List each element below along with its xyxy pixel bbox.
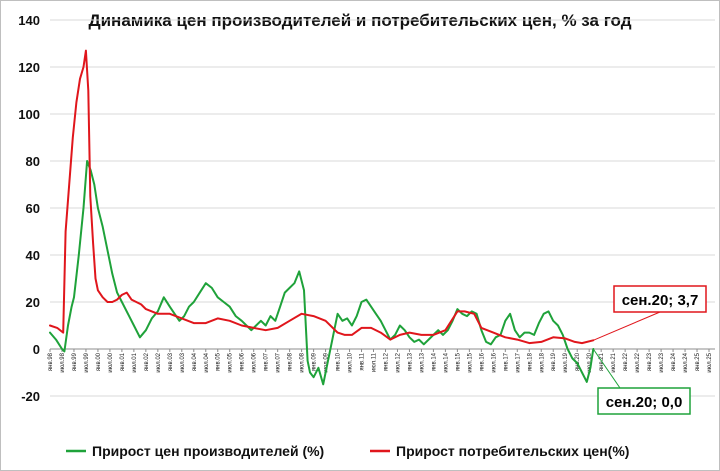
x-tick-label: июл.02 xyxy=(156,352,162,372)
y-tick-label: 120 xyxy=(18,60,40,75)
series-line-cpi xyxy=(49,49,595,345)
x-tick-label: янв.16 xyxy=(479,352,485,371)
x-tick-label: июл.08 xyxy=(300,352,306,372)
callouts: сен.20; 3,7 сен.20; 0,0 xyxy=(592,285,707,415)
x-tick-label: янв.08 xyxy=(288,352,294,371)
x-tick-label: июл.19 xyxy=(563,352,569,372)
legend-label-ppi: Прирост цен производителей (%) xyxy=(92,443,324,459)
x-tick-label: июл.01 xyxy=(132,352,138,372)
x-tick-label: янв.18 xyxy=(527,352,533,371)
x-tick-label: янв.14 xyxy=(431,352,437,371)
x-tick-label: янв.03 xyxy=(168,352,174,371)
x-tick-label: янв.99 xyxy=(72,352,78,371)
x-tick-label: янв.20 xyxy=(575,352,581,371)
x-tick-label: янв.24 xyxy=(671,352,677,371)
x-tick-label: июл.99 xyxy=(84,352,90,372)
x-tick-label: янв.22 xyxy=(623,352,629,371)
x-tick-label: июл.18 xyxy=(539,352,545,372)
callout-box-ppi xyxy=(597,387,691,415)
y-tick-label: 0 xyxy=(33,342,40,357)
x-tick-label: янв.07 xyxy=(264,352,270,371)
callout-label-ppi: сен.20; 0,0 xyxy=(606,394,683,411)
y-axis-ticks: -20 0 20 40 60 80 100 120 140 xyxy=(18,13,40,404)
x-tick-label: июл.07 xyxy=(276,352,282,372)
x-tick-label: янв.02 xyxy=(144,352,150,371)
x-tick-label: июл.12 xyxy=(395,352,401,372)
x-tick-label: июл.10 xyxy=(348,352,354,372)
y-tick-label: 20 xyxy=(26,295,40,310)
x-tick-label: июл.22 xyxy=(635,352,641,372)
x-tick-label: июл.11 xyxy=(372,352,378,372)
x-tick-label: янв.00 xyxy=(96,352,102,371)
x-tick-label: янв.01 xyxy=(120,352,126,371)
x-tick-label: янв.98 xyxy=(48,352,54,371)
y-tick-label: 60 xyxy=(26,201,40,216)
x-tick-label: июл.14 xyxy=(443,352,449,372)
x-tick-label: янв.13 xyxy=(407,352,413,371)
x-tick-label: июл.21 xyxy=(611,352,617,372)
x-tick-label: июл.06 xyxy=(252,352,258,372)
x-tick-label: янв.09 xyxy=(312,352,318,371)
legend: Прирост цен производителей (%) Прирост п… xyxy=(66,443,629,459)
x-tick-label: июл.25 xyxy=(707,352,713,372)
x-tick-label: июл.98 xyxy=(60,352,66,372)
y-tick-label: 140 xyxy=(18,13,40,28)
x-tick-label: июл.04 xyxy=(204,352,210,372)
y-tick-label: 100 xyxy=(18,107,40,122)
x-tick-label: июл.20 xyxy=(587,352,593,372)
series-line-ppi xyxy=(49,160,595,386)
x-tick-label: янв.15 xyxy=(455,352,461,371)
x-tick-label: янв.12 xyxy=(383,352,389,371)
x-tick-label: июл.13 xyxy=(419,352,425,372)
x-tick-label: июл.03 xyxy=(180,352,186,372)
y-tick-label: 40 xyxy=(26,248,40,263)
callout-label-cpi: сен.20; 3,7 xyxy=(622,292,699,309)
x-tick-label: янв.10 xyxy=(336,352,342,371)
x-tick-label: янв.11 xyxy=(360,352,366,370)
x-tick-label: янв.04 xyxy=(192,352,198,371)
x-tick-label: июл.16 xyxy=(491,352,497,372)
grid-lines xyxy=(50,19,715,397)
x-tick-label: июл.09 xyxy=(324,352,330,372)
y-tick-label: -20 xyxy=(21,389,40,404)
x-tick-label: июл.00 xyxy=(108,352,114,372)
x-axis-ticks: янв.98 июл.98 янв.99 июл.99 янв.00 июл.00 янв.… xyxy=(48,349,713,373)
legend-label-cpi: Прирост потребительских цен(%) xyxy=(396,443,629,459)
callout-leader-ppi xyxy=(592,348,621,389)
callout-box-cpi xyxy=(613,285,707,313)
x-tick-label: июл.15 xyxy=(467,352,473,372)
x-tick-label: июл.05 xyxy=(228,352,234,372)
x-tick-label: янв.25 xyxy=(695,352,701,371)
x-tick-label: янв.06 xyxy=(240,352,246,371)
x-tick-label: янв.05 xyxy=(216,352,222,371)
x-tick-label: янв.17 xyxy=(503,352,509,371)
x-tick-label: янв.19 xyxy=(551,352,557,371)
y-tick-label: 80 xyxy=(26,154,40,169)
x-tick-label: июл.17 xyxy=(515,352,521,372)
callout-leader-cpi xyxy=(593,311,661,341)
x-tick-label: июл.23 xyxy=(659,352,665,372)
x-tick-label: июл.24 xyxy=(683,352,689,372)
series-lines xyxy=(49,49,595,386)
x-tick-label: янв.23 xyxy=(647,352,653,371)
